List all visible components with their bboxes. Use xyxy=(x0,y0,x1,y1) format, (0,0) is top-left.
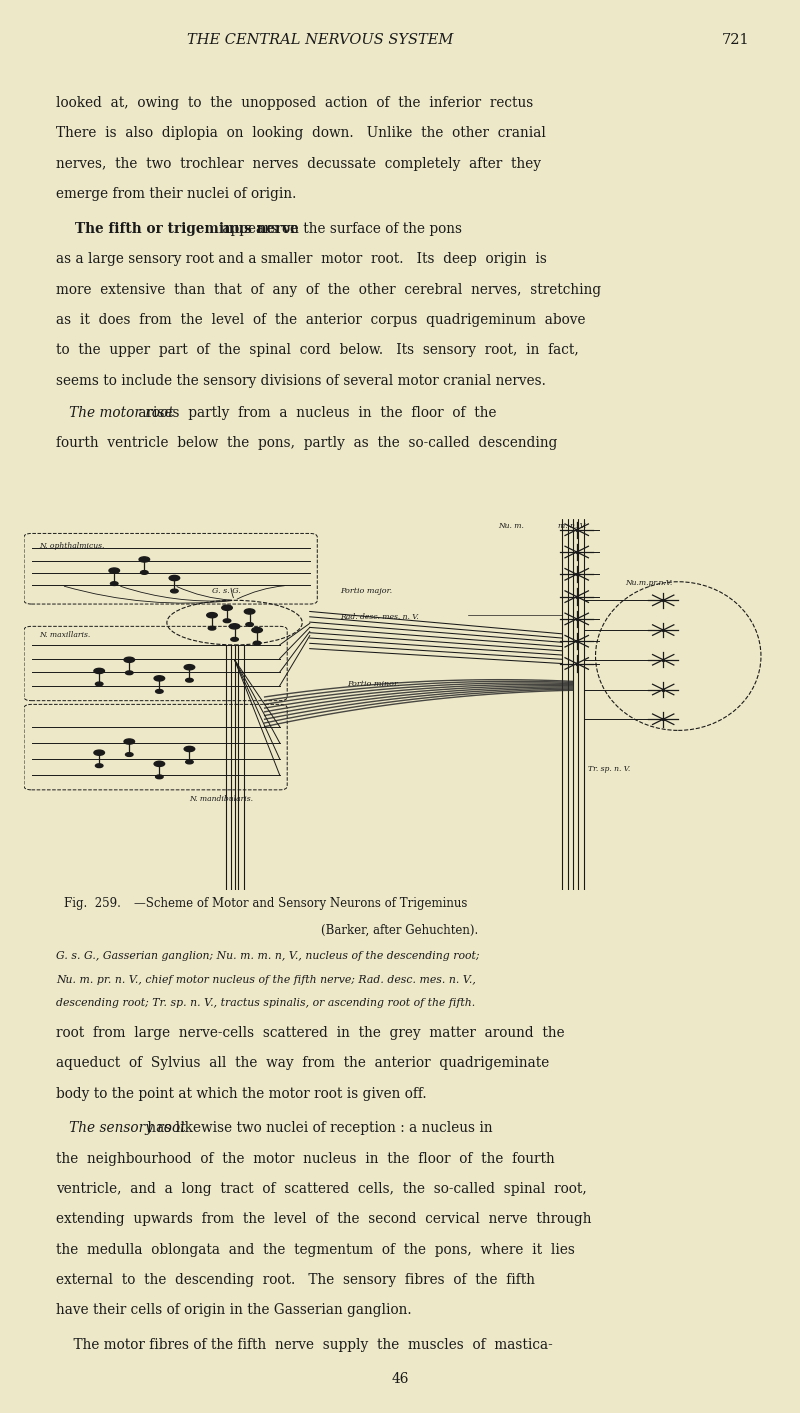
Circle shape xyxy=(223,619,231,623)
Text: N. ophthalmicus.: N. ophthalmicus. xyxy=(39,543,105,550)
Text: —Scheme of Motor and Sensory Neurons of Trigeminus: —Scheme of Motor and Sensory Neurons of … xyxy=(134,897,468,910)
Text: aqueduct  of  Sylvius  all  the  way  from  the  anterior  quadrigeminate: aqueduct of Sylvius all the way from the… xyxy=(56,1056,550,1070)
Text: Nu. m.: Nu. m. xyxy=(498,523,524,530)
Text: Tr. sp. n. V.: Tr. sp. n. V. xyxy=(588,766,630,773)
Circle shape xyxy=(246,623,254,626)
Text: Nu. m. pr. n. V., chief motor nucleus of the fifth nerve; Rad. desc. mes. n. V.,: Nu. m. pr. n. V., chief motor nucleus of… xyxy=(56,975,476,985)
Text: 46: 46 xyxy=(391,1372,409,1386)
Circle shape xyxy=(124,739,134,745)
Text: N. maxillaris.: N. maxillaris. xyxy=(39,632,90,640)
Circle shape xyxy=(156,774,163,779)
Circle shape xyxy=(231,637,238,642)
Text: descending root; Tr. sp. n. V., tractus spinalis, or ascending root of the fifth: descending root; Tr. sp. n. V., tractus … xyxy=(56,999,475,1009)
Circle shape xyxy=(124,657,134,663)
Text: nerves,  the  two  trochlear  nerves  decussate  completely  after  they: nerves, the two trochlear nerves decussa… xyxy=(56,157,541,171)
Text: N. mandibularis.: N. mandibularis. xyxy=(190,796,254,803)
Text: (Barker, after Gehuchten).: (Barker, after Gehuchten). xyxy=(322,924,478,937)
Circle shape xyxy=(156,690,163,694)
Text: Fig.  259.: Fig. 259. xyxy=(64,897,121,910)
Text: m. n. V.: m. n. V. xyxy=(558,523,586,530)
Text: body to the point at which the motor root is given off.: body to the point at which the motor roo… xyxy=(56,1087,426,1101)
Circle shape xyxy=(109,568,119,574)
Circle shape xyxy=(206,613,218,617)
Text: looked  at,  owing  to  the  unopposed  action  of  the  inferior  rectus: looked at, owing to the unopposed action… xyxy=(56,96,534,110)
Text: have their cells of origin in the Gasserian ganglion.: have their cells of origin in the Gasser… xyxy=(56,1303,412,1317)
Circle shape xyxy=(170,589,178,593)
Text: The motor root: The motor root xyxy=(56,406,174,420)
Circle shape xyxy=(254,642,261,644)
Text: The fifth or trigeminus nerve: The fifth or trigeminus nerve xyxy=(56,222,298,236)
Text: Portio minor.: Portio minor. xyxy=(347,680,400,688)
Text: the  neighbourhood  of  the  motor  nucleus  in  the  floor  of  the  fourth: the neighbourhood of the motor nucleus i… xyxy=(56,1152,554,1166)
Text: to  the  upper  part  of  the  spinal  cord  below.   Its  sensory  root,  in  f: to the upper part of the spinal cord bel… xyxy=(56,343,578,357)
Circle shape xyxy=(208,626,216,630)
Text: The motor fibres of the fifth  nerve  supply  the  muscles  of  mastica-: The motor fibres of the fifth nerve supp… xyxy=(56,1338,553,1352)
Circle shape xyxy=(110,582,118,585)
Text: THE CENTRAL NERVOUS SYSTEM: THE CENTRAL NERVOUS SYSTEM xyxy=(187,32,453,47)
Circle shape xyxy=(154,675,165,681)
Text: ventricle,  and  a  long  tract  of  scattered  cells,  the  so-called  spinal  : ventricle, and a long tract of scattered… xyxy=(56,1181,586,1195)
Circle shape xyxy=(139,557,150,562)
Circle shape xyxy=(184,664,194,670)
Text: as a large sensory root and a smaller  motor  root.   Its  deep  origin  is: as a large sensory root and a smaller mo… xyxy=(56,252,547,266)
Circle shape xyxy=(141,571,148,574)
Text: emerge from their nuclei of origin.: emerge from their nuclei of origin. xyxy=(56,187,296,201)
Text: Nu.m.pr.n.V.: Nu.m.pr.n.V. xyxy=(626,579,673,588)
Text: root  from  large  nerve-cells  scattered  in  the  grey  matter  around  the: root from large nerve-cells scattered in… xyxy=(56,1026,565,1040)
Text: G. s. G.: G. s. G. xyxy=(212,586,241,595)
Text: Portio major.: Portio major. xyxy=(340,586,392,595)
Text: the  medulla  oblongata  and  the  tegmentum  of  the  pons,  where  it  lies: the medulla oblongata and the tegmentum … xyxy=(56,1242,575,1256)
Circle shape xyxy=(126,671,133,674)
Text: arises  partly  from  a  nucleus  in  the  floor  of  the: arises partly from a nucleus in the floo… xyxy=(134,406,496,420)
Circle shape xyxy=(222,605,232,610)
Text: The sensory root: The sensory root xyxy=(56,1121,186,1135)
Circle shape xyxy=(126,753,133,756)
Circle shape xyxy=(154,762,165,766)
Circle shape xyxy=(95,764,103,767)
Text: appears on the surface of the pons: appears on the surface of the pons xyxy=(218,222,462,236)
Circle shape xyxy=(186,760,194,764)
Text: 721: 721 xyxy=(722,32,750,47)
Text: extending  upwards  from  the  level  of  the  second  cervical  nerve  through: extending upwards from the level of the … xyxy=(56,1212,591,1226)
Circle shape xyxy=(94,668,105,674)
Circle shape xyxy=(252,627,262,633)
Text: has likewise two nuclei of reception : a nucleus in: has likewise two nuclei of reception : a… xyxy=(142,1121,492,1135)
Circle shape xyxy=(169,575,180,581)
Text: fourth  ventricle  below  the  pons,  partly  as  the  so-called  descending: fourth ventricle below the pons, partly … xyxy=(56,435,558,449)
Text: seems to include the sensory divisions of several motor cranial nerves.: seems to include the sensory divisions o… xyxy=(56,373,546,387)
Text: external  to  the  descending  root.   The  sensory  fibres  of  the  fifth: external to the descending root. The sen… xyxy=(56,1273,535,1287)
Circle shape xyxy=(184,746,194,752)
Text: There  is  also  diplopia  on  looking  down.   Unlike  the  other  cranial: There is also diplopia on looking down. … xyxy=(56,127,546,140)
Circle shape xyxy=(244,609,255,615)
Circle shape xyxy=(230,623,240,629)
Circle shape xyxy=(95,682,103,685)
Text: Rad. desc. mes. n. V.: Rad. desc. mes. n. V. xyxy=(340,613,418,620)
Text: more  extensive  than  that  of  any  of  the  other  cerebral  nerves,  stretch: more extensive than that of any of the o… xyxy=(56,283,601,297)
Circle shape xyxy=(94,750,105,756)
Text: as  it  does  from  the  level  of  the  anterior  corpus  quadrigeminum  above: as it does from the level of the anterio… xyxy=(56,312,586,326)
Text: G. s. G., Gasserian ganglion; Nu. m. m. n, V., nucleus of the descending root;: G. s. G., Gasserian ganglion; Nu. m. m. … xyxy=(56,951,479,961)
Circle shape xyxy=(186,678,194,682)
